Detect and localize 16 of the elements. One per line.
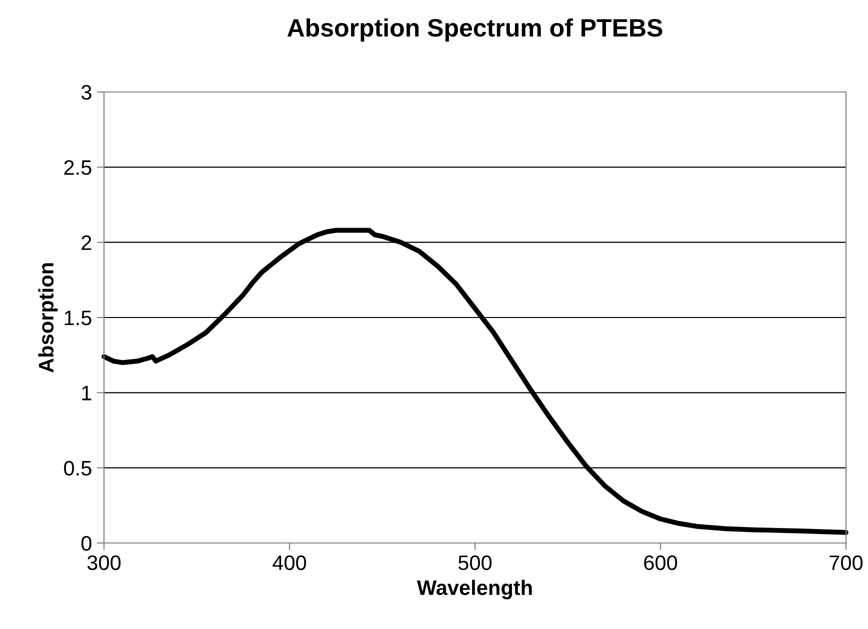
- y-tick-label: 1: [82, 386, 92, 400]
- chart-title: Absorption Spectrum of PTEBS: [287, 18, 662, 42]
- x-tick-label: 400: [272, 555, 306, 570]
- line-series: [102, 228, 848, 535]
- y-tick-label: 2.5: [64, 160, 92, 175]
- x-tick-label: 700: [830, 555, 863, 570]
- y-tick-label: 1.5: [64, 310, 92, 326]
- y-axis-title: Absorption: [38, 263, 58, 373]
- y-tick-label: 0.5: [64, 460, 92, 476]
- y-tick-label: 0: [81, 536, 92, 551]
- x-tick-label: 500: [458, 555, 492, 570]
- x-tick-label: 600: [644, 555, 678, 570]
- y-tick-label: 3: [81, 85, 92, 100]
- x-tick-label: 300: [87, 555, 121, 570]
- x-axis-title: Wavelength: [416, 580, 532, 600]
- y-tick-label: 2: [82, 235, 92, 250]
